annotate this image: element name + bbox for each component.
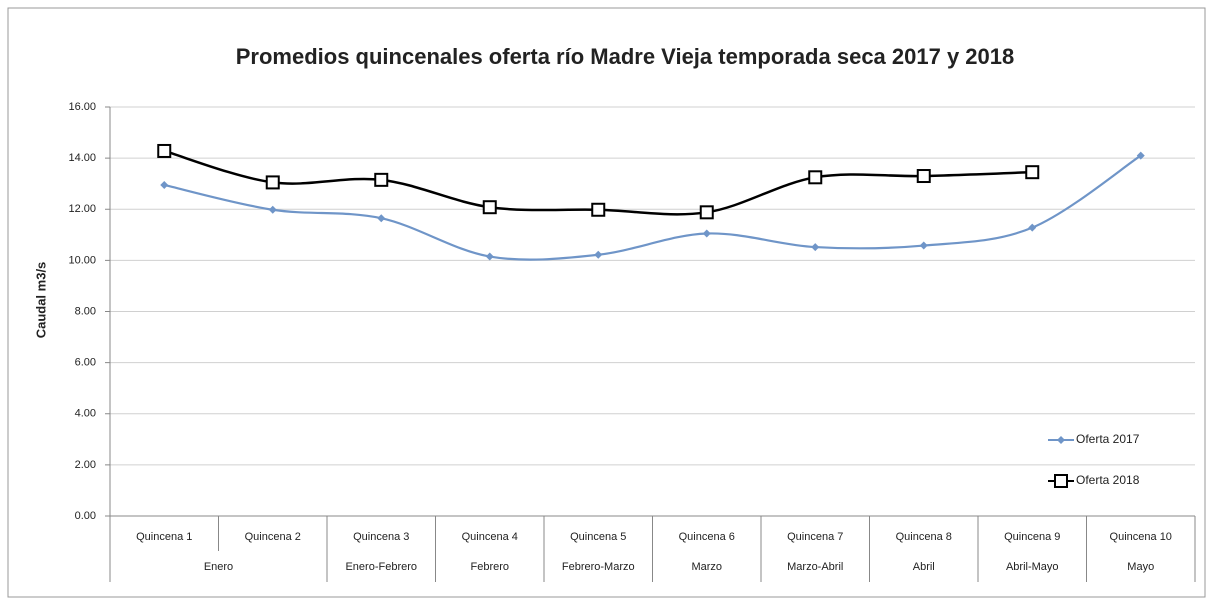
marker xyxy=(594,250,603,259)
group-label: Marzo xyxy=(691,561,722,573)
marker xyxy=(1054,474,1068,488)
marker xyxy=(702,229,711,238)
x-tick-label: Quincena 7 xyxy=(787,531,843,543)
series-line xyxy=(164,154,1142,261)
x-tick-label: Quincena 9 xyxy=(1004,531,1060,543)
y-tick-label: 2.00 xyxy=(75,459,96,471)
y-tick-label: 16.00 xyxy=(68,101,96,113)
marker xyxy=(157,143,172,158)
x-tick-label: Quincena 1 xyxy=(136,531,192,543)
x-tick-label: Quincena 8 xyxy=(896,531,952,543)
legend-label: Oferta 2018 xyxy=(1076,473,1140,487)
y-tick-label: 12.00 xyxy=(68,203,96,215)
y-tick-label: 6.00 xyxy=(75,357,96,369)
marker xyxy=(1025,165,1040,180)
marker xyxy=(265,175,280,190)
marker xyxy=(1136,151,1145,160)
group-label: Mayo xyxy=(1127,561,1154,573)
chart-title: Promedios quincenales oferta río Madre V… xyxy=(236,44,1015,69)
group-label: Febrero-Marzo xyxy=(562,561,635,573)
marker xyxy=(160,180,169,189)
marker xyxy=(919,241,928,250)
legend-label: Oferta 2017 xyxy=(1076,432,1140,446)
group-label: Abril xyxy=(913,561,935,573)
marker xyxy=(811,243,820,252)
group-label: Enero-Febrero xyxy=(345,561,417,573)
marker xyxy=(808,170,823,185)
marker xyxy=(268,205,277,214)
x-tick-label: Quincena 5 xyxy=(570,531,626,543)
group-label: Abril-Mayo xyxy=(1006,561,1059,573)
x-tick-label: Quincena 4 xyxy=(462,531,518,543)
x-tick-label: Quincena 3 xyxy=(353,531,409,543)
chart-border xyxy=(7,7,1206,598)
group-label: Enero xyxy=(204,561,233,573)
y-tick-label: 14.00 xyxy=(68,152,96,164)
x-tick-label: Quincena 6 xyxy=(679,531,735,543)
x-tick-label: Quincena 10 xyxy=(1110,531,1172,543)
y-tick-label: 10.00 xyxy=(68,254,96,266)
y-tick-label: 0.00 xyxy=(75,510,96,522)
marker xyxy=(377,214,386,223)
marker xyxy=(374,172,389,187)
y-tick-label: 8.00 xyxy=(75,305,96,317)
y-tick-label: 4.00 xyxy=(75,408,96,420)
marker xyxy=(591,202,606,217)
marker xyxy=(699,205,714,220)
x-tick-label: Quincena 2 xyxy=(245,531,301,543)
marker xyxy=(482,200,497,215)
marker xyxy=(485,252,494,261)
marker xyxy=(1028,223,1037,232)
marker xyxy=(1057,436,1065,444)
group-label: Febrero xyxy=(470,561,509,573)
marker xyxy=(916,169,931,184)
y-axis-label: Caudal m3/s xyxy=(33,262,48,339)
group-label: Marzo-Abril xyxy=(787,561,843,573)
